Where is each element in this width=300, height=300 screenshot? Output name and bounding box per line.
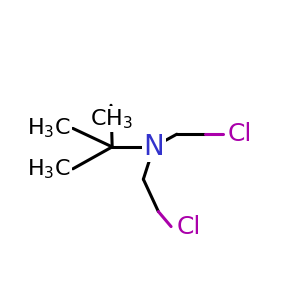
Text: CH$_3$: CH$_3$ [89, 108, 133, 131]
Text: H$_3$C: H$_3$C [27, 157, 70, 181]
Text: N: N [143, 133, 164, 161]
Text: Cl: Cl [177, 214, 201, 239]
Text: H$_3$C: H$_3$C [27, 117, 70, 140]
Text: Cl: Cl [228, 122, 252, 146]
